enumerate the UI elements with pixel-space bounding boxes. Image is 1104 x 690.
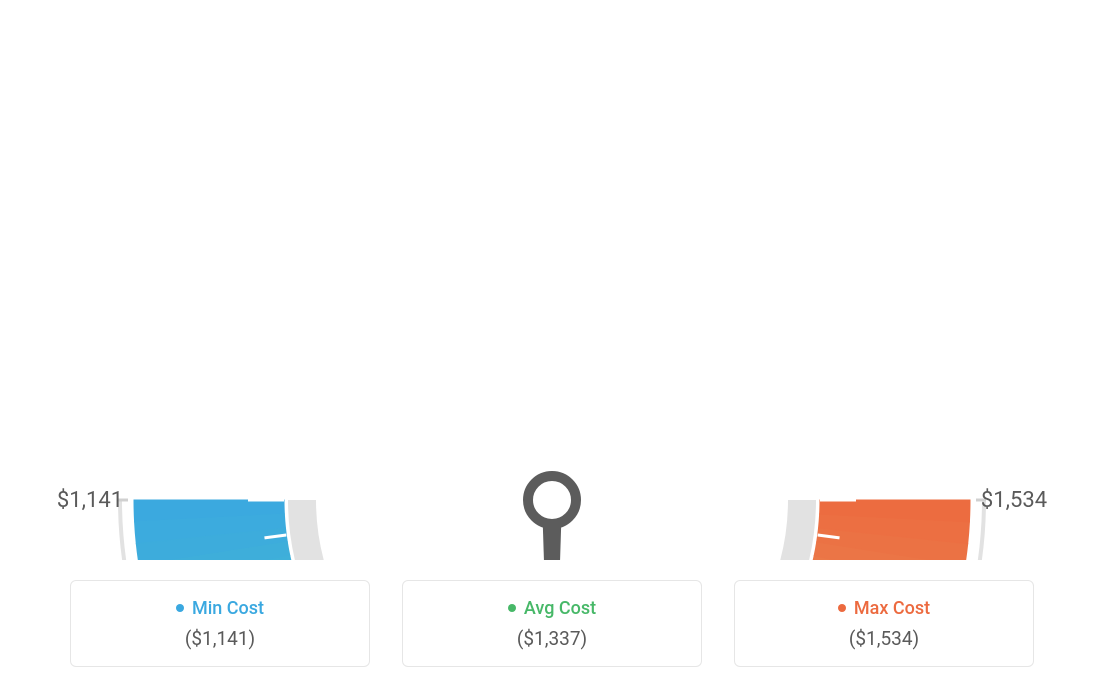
legend-label-min: Min Cost (192, 598, 264, 619)
svg-text:$1,141: $1,141 (57, 488, 123, 513)
legend-card-min: Min Cost ($1,141) (70, 580, 370, 667)
legend-dot-min (176, 604, 184, 612)
legend-title-max: Max Cost (838, 598, 930, 619)
legend-label-max: Max Cost (854, 598, 930, 619)
legend-value-avg: ($1,337) (423, 627, 681, 650)
legend-dot-avg (508, 604, 516, 612)
legend-title-avg: Avg Cost (508, 598, 596, 619)
svg-text:$1,534: $1,534 (981, 488, 1047, 513)
gauge-chart: $1,141$1,190$1,239$1,337$1,403$1,469$1,5… (0, 0, 1104, 560)
legend-label-avg: Avg Cost (524, 598, 596, 619)
gauge-svg: $1,141$1,190$1,239$1,337$1,403$1,469$1,5… (0, 0, 1104, 560)
legend-dot-max (838, 604, 846, 612)
legend-card-avg: Avg Cost ($1,337) (402, 580, 702, 667)
legend-row: Min Cost ($1,141) Avg Cost ($1,337) Max … (0, 580, 1104, 667)
legend-title-min: Min Cost (176, 598, 264, 619)
legend-card-max: Max Cost ($1,534) (734, 580, 1034, 667)
legend-value-max: ($1,534) (755, 627, 1013, 650)
legend-value-min: ($1,141) (91, 627, 349, 650)
